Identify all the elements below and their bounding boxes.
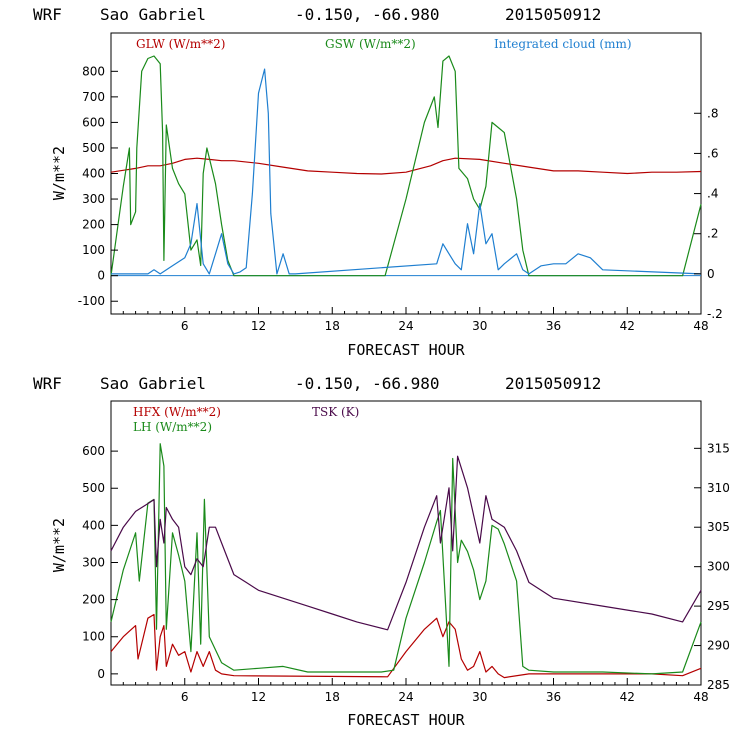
legend-hfx: HFX (W/m**2) xyxy=(133,405,221,419)
title-init: 2015050912 xyxy=(505,374,601,393)
y-tick-label: 100 xyxy=(82,630,105,644)
legend-cloud: Integrated cloud (mm) xyxy=(494,37,632,51)
series-line-glw xyxy=(110,157,702,175)
title-model: WRF xyxy=(33,5,62,24)
x-tick-label: 48 xyxy=(693,319,708,333)
y-tick-label: 300 xyxy=(82,192,105,206)
x-tick-label: 12 xyxy=(251,319,266,333)
y2-tick-label: 290 xyxy=(707,639,730,653)
y-tick-label: 400 xyxy=(82,167,105,181)
x-tick-label: 24 xyxy=(398,319,413,333)
x-tick-label: 12 xyxy=(251,690,266,704)
y-tick-label: 0 xyxy=(97,667,105,681)
y2-tick-label: .2 xyxy=(707,227,718,241)
x-tick-label: 30 xyxy=(472,319,487,333)
x-tick-label: 18 xyxy=(325,319,340,333)
title-init: 2015050912 xyxy=(505,5,601,24)
y2-tick-label: .6 xyxy=(707,146,718,160)
x-tick-label: 48 xyxy=(693,690,708,704)
x-tick-label: 36 xyxy=(546,319,561,333)
y-tick-label: 500 xyxy=(82,141,105,155)
panel-title: WRF Sao Gabriel -0.150, -66.980 20150509… xyxy=(33,5,601,24)
y-tick-label: 0 xyxy=(97,269,105,283)
y-tick-label: 700 xyxy=(82,90,105,104)
x-tick-label: 6 xyxy=(181,690,189,704)
y2-tick-label: 300 xyxy=(707,560,730,574)
x-tick-label: 18 xyxy=(325,690,340,704)
panel-flux: WRF Sao Gabriel -0.150, -66.980 20150509… xyxy=(33,374,730,729)
y-axis-ticks: -100 0 100 200 300 400 500 600 700 800 xyxy=(78,64,118,308)
y-tick-label: 300 xyxy=(82,555,105,569)
x-tick-label: 36 xyxy=(546,690,561,704)
y-tick-label: 600 xyxy=(82,115,105,129)
title-model: WRF xyxy=(33,374,62,393)
x-tick-label: 6 xyxy=(181,319,189,333)
y2-tick-label: 315 xyxy=(707,441,730,455)
x-tick-label: 24 xyxy=(398,690,413,704)
title-coords: -0.150, -66.980 xyxy=(295,374,440,393)
y-tick-label: 200 xyxy=(82,218,105,232)
panel-title: WRF Sao Gabriel -0.150, -66.980 20150509… xyxy=(33,374,601,393)
y2-axis-ticks: 285 290 295 300 305 310 315 xyxy=(694,441,730,692)
y-tick-label: -100 xyxy=(78,294,105,308)
y-axis-label: W/m**2 xyxy=(50,518,68,572)
series-line-lh xyxy=(110,443,702,675)
y2-tick-label: -.2 xyxy=(707,307,723,321)
series-group xyxy=(110,55,702,277)
x-tick-label: 30 xyxy=(472,690,487,704)
y-tick-label: 200 xyxy=(82,593,105,607)
y2-tick-label: .4 xyxy=(707,187,718,201)
y-axis-label: W/m**2 xyxy=(50,146,68,200)
y-tick-label: 600 xyxy=(82,444,105,458)
legend-gsw: GSW (W/m**2) xyxy=(325,37,416,51)
legend: HFX (W/m**2) LH (W/m**2) TSK (K) xyxy=(133,405,359,434)
legend-tsk: TSK (K) xyxy=(312,405,359,419)
title-coords: -0.150, -66.980 xyxy=(295,5,440,24)
y-axis-ticks: 0 100 200 300 400 500 600 xyxy=(82,444,118,681)
plot-frame xyxy=(110,32,702,315)
x-axis-label: FORECAST HOUR xyxy=(347,341,465,359)
x-tick-label: 42 xyxy=(620,319,635,333)
x-axis-ticks: 6 12 18 24 30 36 42 48 xyxy=(110,678,709,704)
series-line-gsw xyxy=(110,55,702,277)
y2-tick-label: .8 xyxy=(707,106,718,120)
y-tick-label: 400 xyxy=(82,518,105,532)
series-group xyxy=(110,443,702,679)
panel-radiation: WRF Sao Gabriel -0.150, -66.980 20150509… xyxy=(33,5,723,359)
legend-glw: GLW (W/m**2) xyxy=(136,37,225,51)
y-tick-label: 800 xyxy=(82,64,105,78)
y2-tick-label: 285 xyxy=(707,678,730,692)
y-tick-label: 100 xyxy=(82,243,105,257)
plot-frame xyxy=(110,400,702,686)
series-line-tsk xyxy=(110,455,702,631)
y2-tick-label: 310 xyxy=(707,481,730,495)
y2-tick-label: 305 xyxy=(707,520,730,534)
x-axis-label: FORECAST HOUR xyxy=(347,711,465,729)
title-station: Sao Gabriel xyxy=(100,374,206,393)
x-tick-label: 42 xyxy=(620,690,635,704)
legend: GLW (W/m**2) GSW (W/m**2) Integrated clo… xyxy=(136,37,632,51)
legend-lh: LH (W/m**2) xyxy=(133,420,212,434)
y-tick-label: 500 xyxy=(82,481,105,495)
x-axis-ticks: 6 12 18 24 30 36 42 48 xyxy=(110,307,709,333)
y2-tick-label: 0 xyxy=(707,267,715,281)
y2-axis-ticks: -.2 0 .2 .4 .6 .8 xyxy=(694,106,723,321)
series-line-hfx xyxy=(110,613,702,679)
title-station: Sao Gabriel xyxy=(100,5,206,24)
y2-tick-label: 295 xyxy=(707,599,730,613)
series-line-integrated xyxy=(111,68,702,275)
